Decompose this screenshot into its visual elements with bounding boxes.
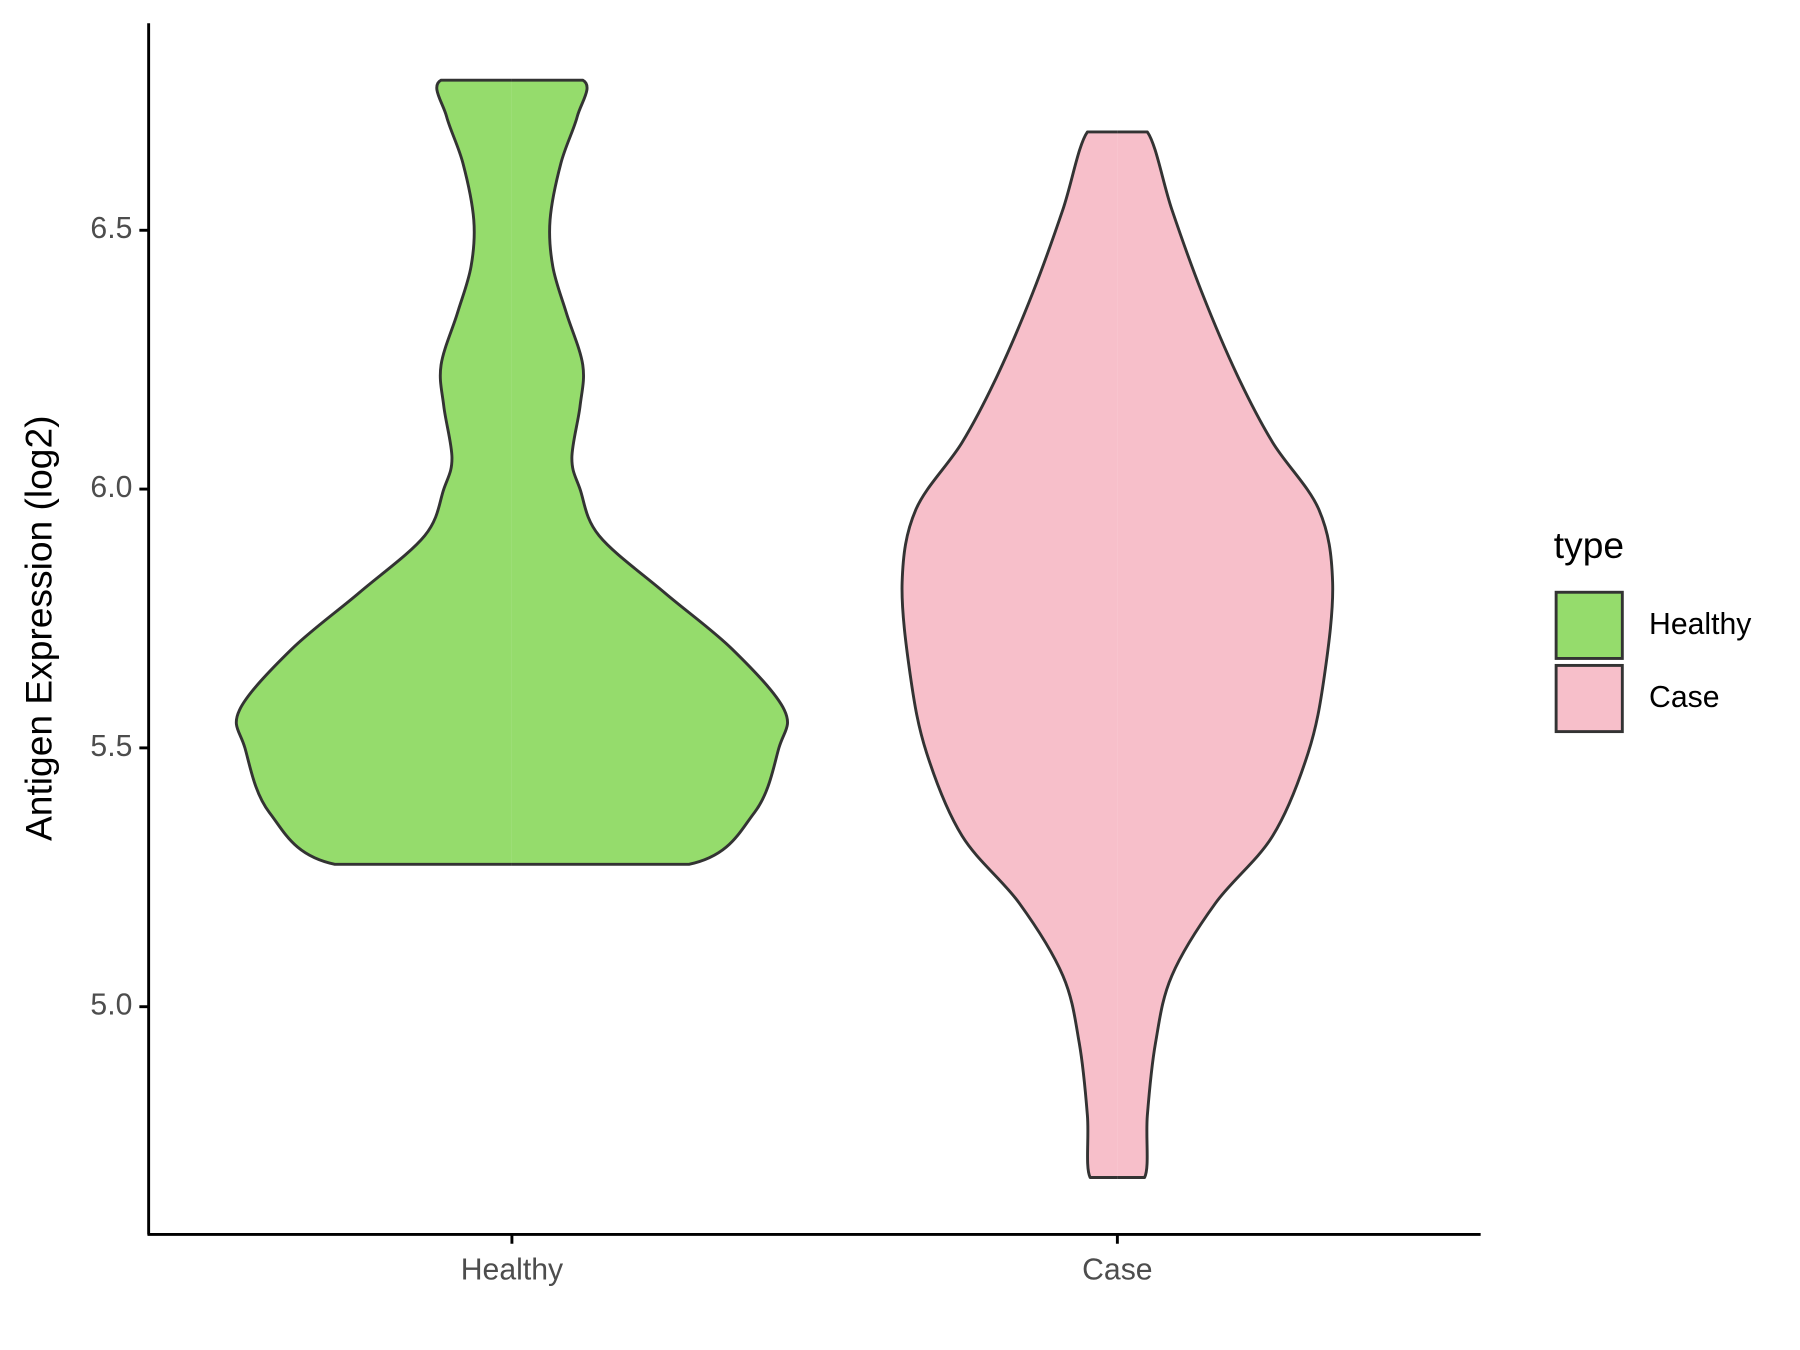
- y-tick-label: 5.5: [90, 730, 132, 763]
- legend-title: type: [1554, 524, 1624, 566]
- x-tick-label: Healthy: [461, 1254, 564, 1287]
- legend-label: Case: [1649, 681, 1719, 714]
- violin-outline: [234, 78, 512, 866]
- x-tick-label: Case: [1082, 1254, 1152, 1287]
- y-axis-label: Antigen Expression (log2): [18, 416, 60, 841]
- violin-half: [902, 131, 1118, 1178]
- violin-half: [236, 80, 512, 865]
- violin-outline: [900, 130, 1118, 1179]
- y-tick-label: 6.0: [90, 471, 132, 504]
- legend-key: [1554, 590, 1624, 660]
- legend-key: [1554, 663, 1624, 734]
- y-tick-label: 5.0: [90, 989, 132, 1022]
- violin-half: [1117, 131, 1333, 1178]
- violin-half: [511, 80, 788, 865]
- legend-label: Healthy: [1649, 608, 1752, 641]
- y-tick-label: 6.5: [90, 212, 132, 245]
- violin-outline: [1117, 130, 1335, 1179]
- violin-outline: [511, 78, 789, 866]
